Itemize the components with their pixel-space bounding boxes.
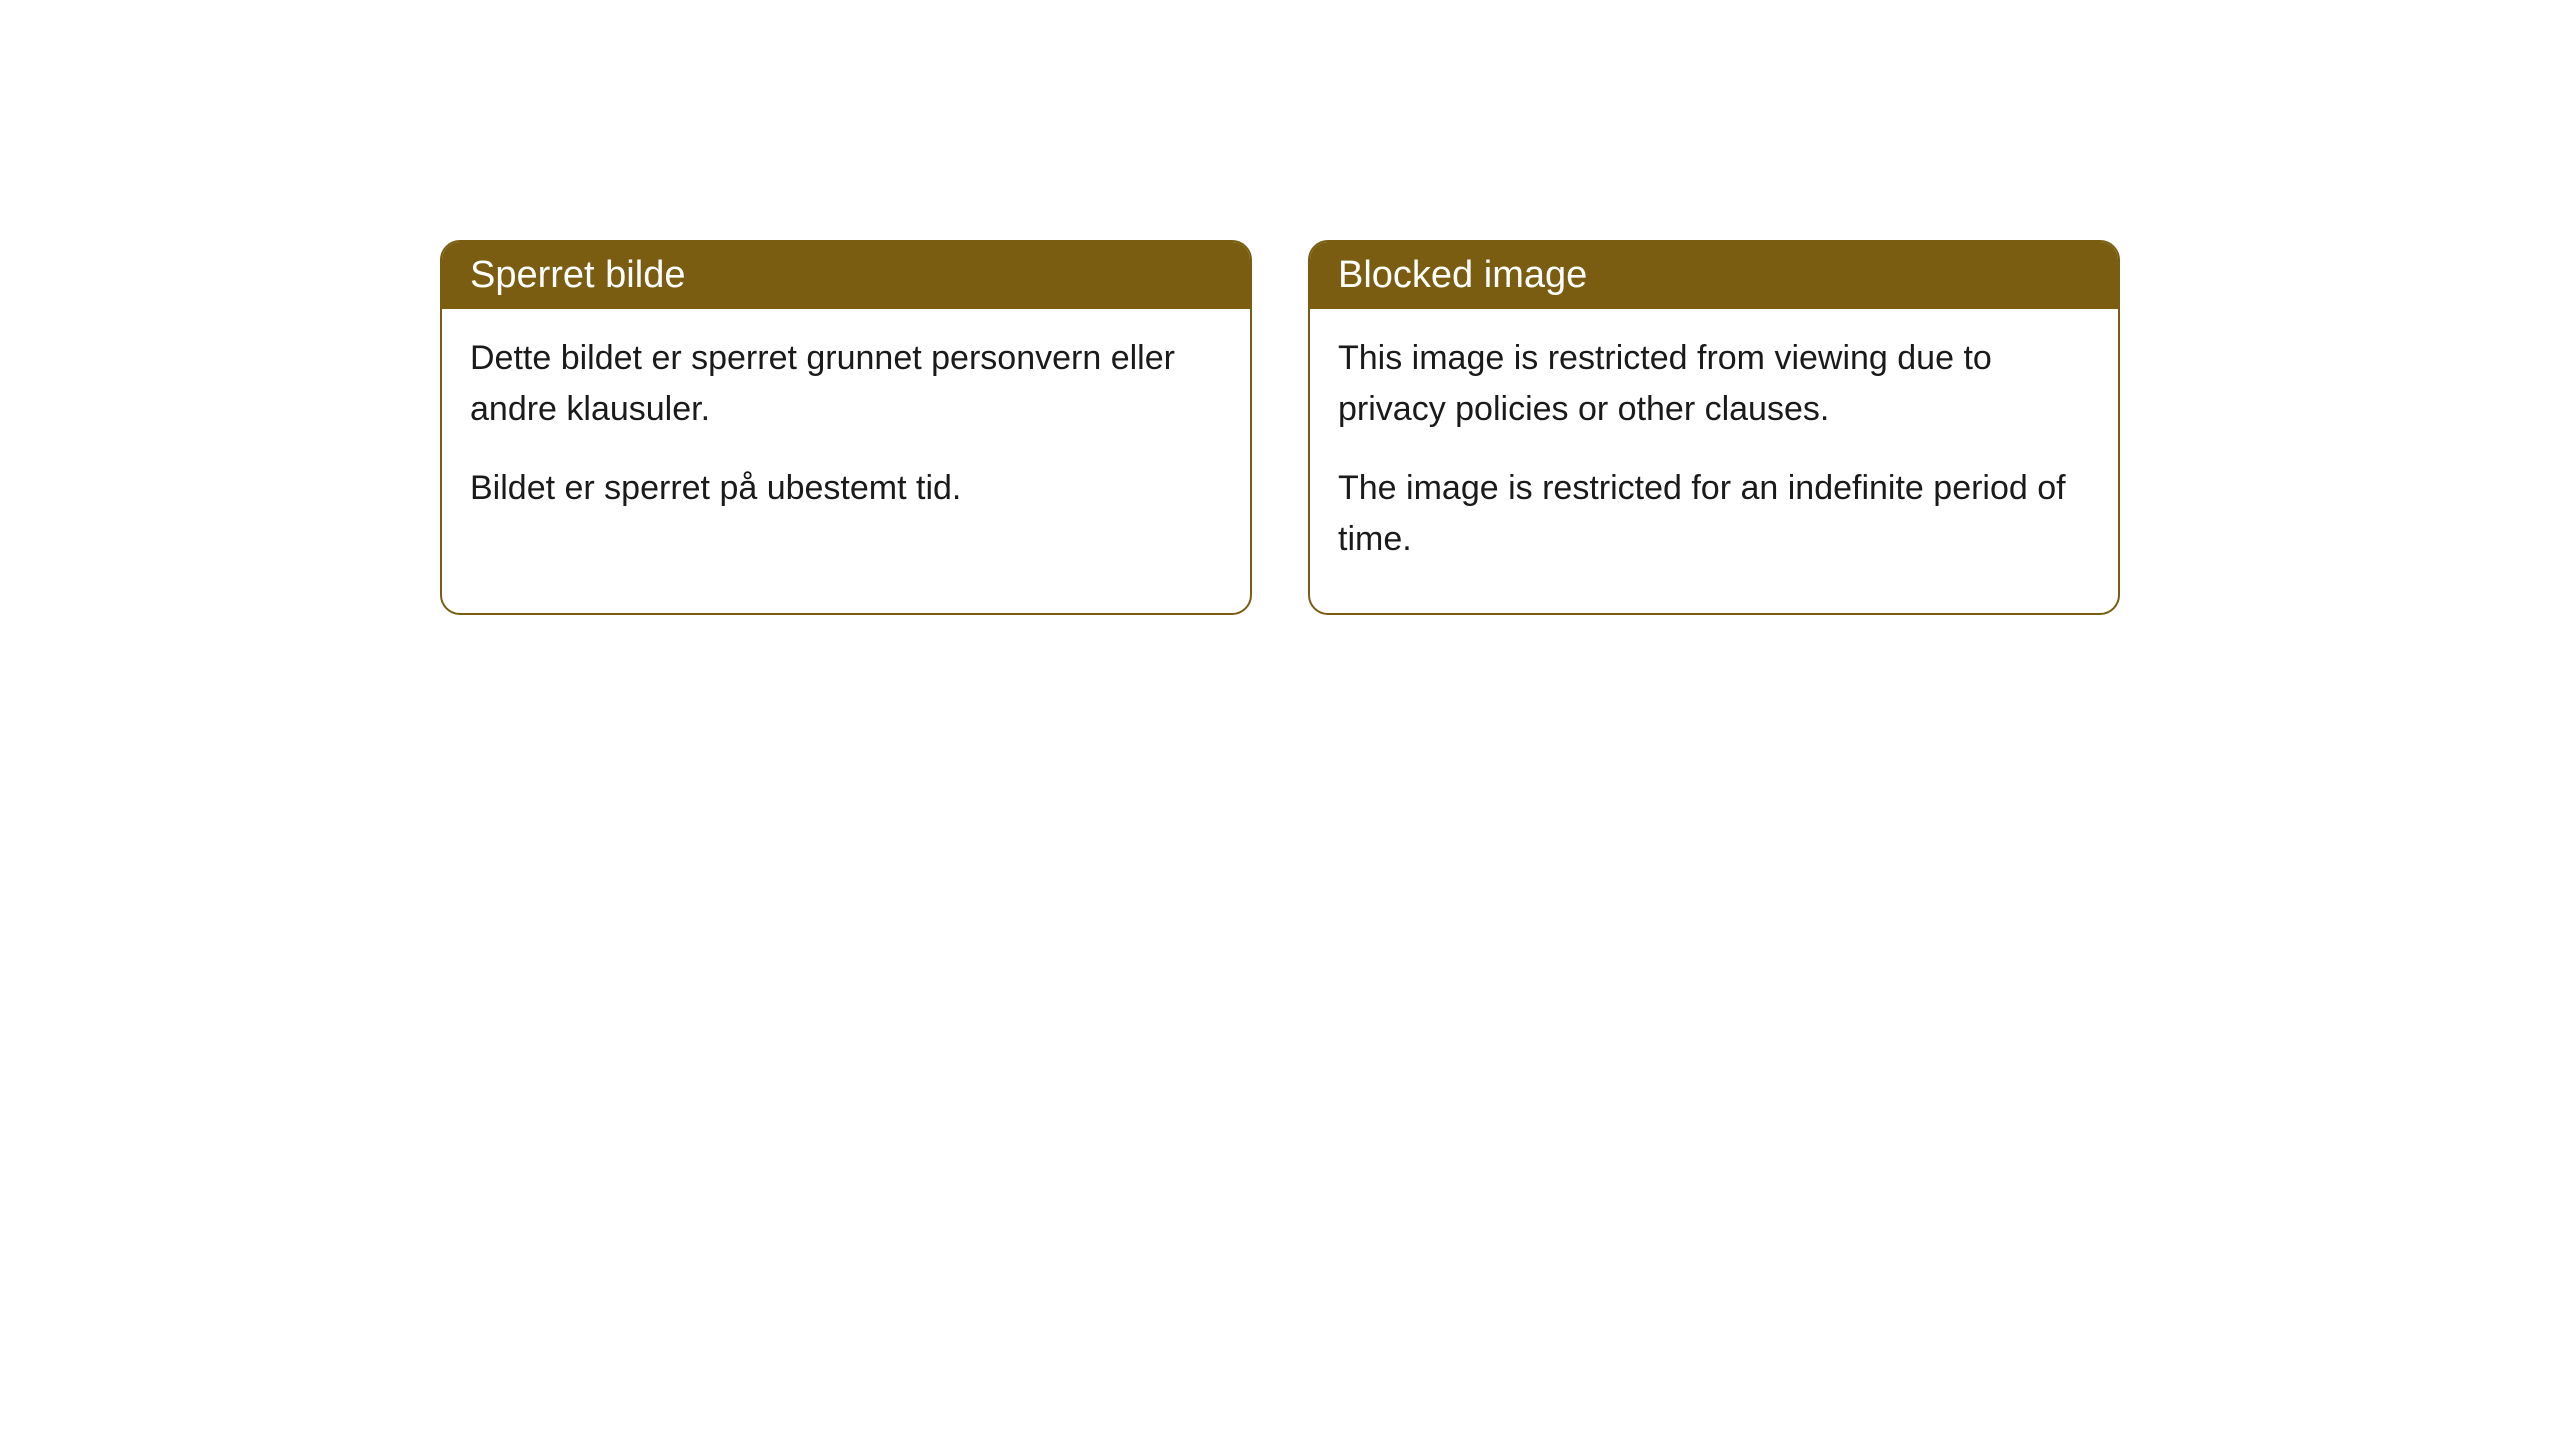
card-header-english: Blocked image [1310, 242, 2118, 309]
card-paragraph: Dette bildet er sperret grunnet personve… [470, 333, 1222, 435]
card-body-english: This image is restricted from viewing du… [1310, 309, 2118, 613]
card-paragraph: Bildet er sperret på ubestemt tid. [470, 463, 1222, 514]
card-paragraph: This image is restricted from viewing du… [1338, 333, 2090, 435]
card-title: Blocked image [1338, 254, 1587, 296]
notice-cards-container: Sperret bilde Dette bildet er sperret gr… [440, 240, 2120, 615]
card-header-norwegian: Sperret bilde [442, 242, 1250, 309]
blocked-image-card-english: Blocked image This image is restricted f… [1308, 240, 2120, 615]
blocked-image-card-norwegian: Sperret bilde Dette bildet er sperret gr… [440, 240, 1252, 615]
card-paragraph: The image is restricted for an indefinit… [1338, 463, 2090, 565]
card-title: Sperret bilde [470, 254, 685, 296]
card-body-norwegian: Dette bildet er sperret grunnet personve… [442, 309, 1250, 562]
